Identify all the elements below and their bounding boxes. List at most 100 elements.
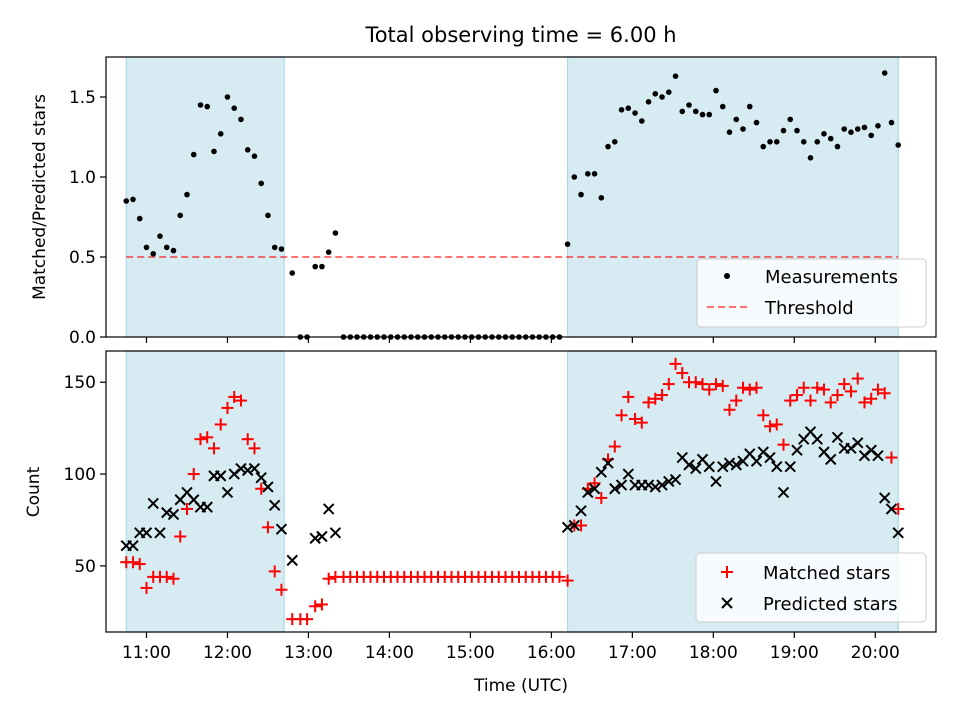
predicted-point [255, 472, 267, 484]
matched-point [649, 392, 662, 405]
matched-point [588, 477, 601, 490]
matched-point [595, 491, 608, 504]
matched-point [622, 390, 635, 403]
matched-point [689, 376, 702, 389]
measurement-point [325, 249, 332, 255]
matched-point [710, 378, 723, 391]
measurement-point [238, 116, 244, 123]
x-tick-label: 14:00 [365, 643, 414, 663]
measurement-point [123, 198, 130, 204]
measurement-point [163, 244, 170, 251]
measurement-point [564, 241, 571, 247]
matched-point [635, 416, 648, 429]
matched-point [322, 572, 335, 585]
predicted-point [730, 459, 742, 471]
measurement-point [618, 107, 625, 113]
measurement-point [170, 247, 177, 254]
measurement-point [719, 103, 726, 110]
bottom-legend-box [695, 552, 927, 623]
predicted-point [602, 457, 614, 469]
matched-point [662, 378, 675, 391]
predicted-point [309, 532, 321, 545]
measurement-point [190, 151, 197, 158]
matched-point [180, 502, 193, 515]
measurement-point [136, 215, 143, 222]
predicted-point [764, 451, 776, 464]
bottom-y-axis-label: Count [24, 466, 44, 517]
legend-matched-marker [721, 566, 733, 578]
measurement-point [652, 91, 659, 97]
predicted-point [561, 521, 574, 534]
predicted-point [248, 462, 261, 475]
predicted-point [649, 481, 661, 493]
measurement-point [726, 129, 733, 135]
predicted-point [669, 473, 682, 486]
measurement-point [157, 233, 163, 239]
matched-point [133, 558, 146, 571]
predicted-point [215, 470, 227, 482]
matched-point [831, 389, 844, 402]
top-x-ticks [145, 337, 876, 343]
measurement-point [699, 111, 706, 118]
predicted-point [286, 554, 298, 567]
x-tick-label: 13:00 [284, 643, 333, 663]
matched-point [301, 613, 314, 626]
measurement-point [211, 148, 217, 155]
predicted-point [885, 503, 898, 515]
predicted-point [663, 475, 675, 488]
measurement-point [184, 191, 190, 198]
measurement-point [787, 116, 794, 123]
measurement-point [875, 123, 881, 129]
measurement-point [780, 127, 787, 134]
top-panel: 0.0 0.5 1.0 1.5 Matched/Predicted stars Mea… [30, 56, 937, 348]
measurement-point [177, 212, 184, 219]
legend-matched-label: Matched stars [763, 563, 890, 584]
shaded-span-0 [125, 56, 285, 338]
measurement-point [848, 129, 854, 135]
predicted-point [825, 453, 837, 466]
measurement-point [585, 171, 591, 177]
measurement-point [888, 119, 895, 126]
measurement-point [231, 105, 238, 111]
measurement-point [854, 126, 861, 132]
matched-point [885, 451, 898, 464]
matched-point [838, 378, 851, 391]
predicted-point [262, 481, 274, 493]
predicted-point [568, 519, 581, 532]
measurement-point [672, 73, 679, 79]
bottom-axes-frame [105, 350, 937, 633]
matched-point [187, 468, 200, 481]
measurement-point [332, 230, 339, 236]
y-tick-label: 0.5 [69, 248, 96, 268]
matched-point [275, 583, 288, 596]
predicted-point [235, 462, 247, 475]
measurement-point [143, 244, 150, 251]
matched-point [629, 412, 642, 425]
predicted-point [167, 508, 180, 521]
x-tick-label: 16:00 [527, 643, 576, 663]
predicted-point [811, 433, 823, 445]
top-axes-frame [105, 56, 937, 338]
bottom-y-ticks: 50 100 150 [64, 373, 106, 577]
matched-point [804, 394, 817, 407]
matched-point [234, 394, 247, 407]
measurement-point [312, 263, 318, 270]
matched-point [844, 385, 857, 398]
measurement-points [123, 70, 902, 340]
predicted-point [879, 492, 891, 504]
measurement-point [821, 131, 827, 137]
measurement-point [659, 94, 665, 100]
predicted-point [322, 503, 335, 515]
matched-point [248, 442, 261, 455]
measurement-point [686, 102, 692, 108]
matched-point [174, 530, 187, 543]
matched-point [777, 438, 790, 451]
matched-point [878, 387, 891, 400]
predicted-point [161, 506, 173, 519]
matched-point [140, 581, 153, 594]
matched-point [676, 367, 689, 380]
matched-point [261, 521, 274, 534]
y-tick-label: 1.0 [69, 168, 96, 188]
measurement-point [197, 102, 204, 108]
predicted-point [615, 479, 628, 491]
